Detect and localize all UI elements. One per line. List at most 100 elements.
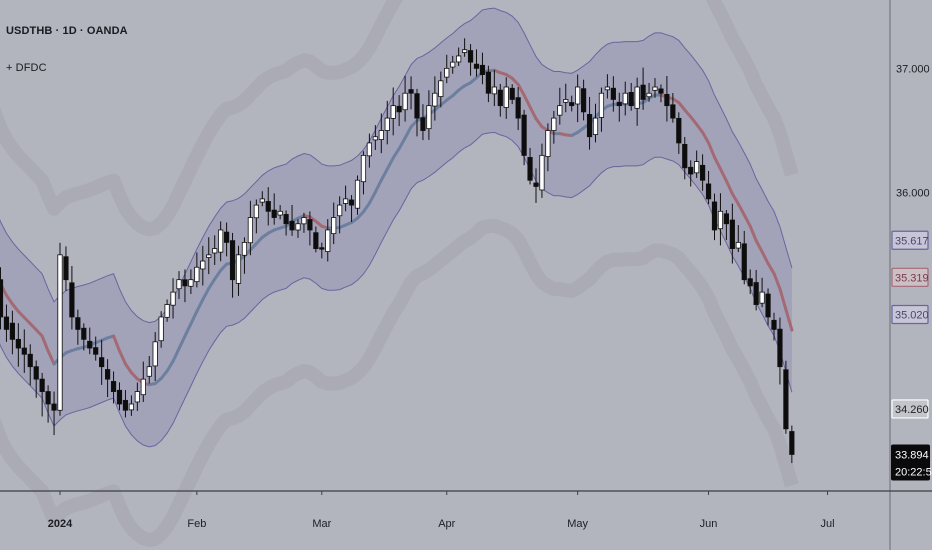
candle-body[interactable] (444, 67, 450, 78)
candle-body[interactable] (194, 266, 200, 283)
candle-body[interactable] (581, 88, 587, 113)
candle-body[interactable] (337, 204, 343, 217)
candle-body[interactable] (569, 102, 575, 107)
candle-body[interactable] (319, 247, 325, 250)
candle-body[interactable] (134, 391, 140, 403)
indicator-legend[interactable]: + DFDC (6, 62, 47, 74)
candle-body[interactable] (646, 92, 652, 98)
candle-body[interactable] (105, 369, 111, 380)
candle-body[interactable] (15, 338, 21, 349)
candle-body[interactable] (777, 328, 783, 368)
candle-body[interactable] (289, 220, 295, 231)
candle-body[interactable] (140, 378, 146, 396)
candle-body[interactable] (69, 282, 75, 318)
candle-body[interactable] (598, 92, 605, 118)
candle-body[interactable] (420, 117, 426, 131)
candle-body[interactable] (628, 92, 634, 107)
candle-body[interactable] (212, 248, 218, 254)
candle-body[interactable] (152, 341, 158, 367)
candle-body[interactable] (622, 92, 628, 105)
candle-body[interactable] (759, 291, 765, 304)
candle-body[interactable] (218, 229, 224, 253)
candle-body[interactable] (682, 143, 688, 169)
candle-body[interactable] (75, 317, 81, 330)
candle-body[interactable] (533, 182, 539, 187)
candle-body[interactable] (432, 92, 438, 107)
candle-body[interactable] (247, 217, 253, 244)
candle-body[interactable] (557, 105, 563, 116)
candle-body[interactable] (176, 279, 182, 290)
candle-body[interactable] (307, 219, 313, 231)
candle-body[interactable] (182, 279, 188, 287)
candle-body[interactable] (586, 114, 593, 138)
candle-body[interactable] (93, 347, 99, 355)
candle-body[interactable] (87, 340, 93, 349)
candle-body[interactable] (390, 105, 396, 119)
candle-body[interactable] (229, 240, 236, 281)
candle-body[interactable] (765, 293, 771, 318)
candle-body[interactable] (39, 378, 45, 392)
candle-body[interactable] (700, 164, 706, 181)
candle-body[interactable] (402, 92, 408, 111)
candle-body[interactable] (676, 117, 682, 144)
candle-body[interactable] (164, 304, 170, 318)
candle-body[interactable] (158, 316, 164, 342)
candle-body[interactable] (551, 117, 557, 131)
candle-body[interactable] (473, 63, 480, 69)
candle-body[interactable] (301, 217, 307, 225)
candle-body[interactable] (21, 347, 27, 355)
candle-body[interactable] (116, 389, 123, 405)
candle-body[interactable] (515, 97, 521, 119)
candle-body[interactable] (0, 279, 4, 318)
candle-body[interactable] (694, 161, 700, 174)
candle-body[interactable] (485, 71, 492, 94)
candle-body[interactable] (688, 166, 694, 175)
candle-body[interactable] (456, 55, 462, 63)
candle-body[interactable] (51, 403, 57, 411)
candle-body[interactable] (753, 282, 759, 305)
candle-body[interactable] (146, 366, 152, 377)
candle-body[interactable] (735, 241, 741, 249)
candle-body[interactable] (509, 87, 515, 100)
candle-body[interactable] (604, 86, 611, 91)
candle-body[interactable] (527, 157, 533, 181)
candle-body[interactable] (610, 87, 616, 100)
candle-body[interactable] (259, 198, 265, 203)
candle-body[interactable] (783, 369, 789, 430)
candle-body[interactable] (771, 319, 777, 330)
candle-body[interactable] (366, 142, 373, 157)
candle-body[interactable] (408, 89, 414, 94)
candle-body[interactable] (45, 391, 51, 405)
symbol-legend[interactable]: USDTHB · 1D · OANDA (6, 25, 128, 37)
candle-body[interactable] (539, 154, 545, 191)
candle-body[interactable] (670, 104, 676, 119)
candle-body[interactable] (128, 403, 134, 411)
candle-body[interactable] (342, 198, 349, 204)
candle-body[interactable] (265, 201, 271, 212)
candle-body[interactable] (616, 101, 622, 107)
candle-body[interactable] (450, 61, 456, 68)
candle-body[interactable] (57, 254, 63, 411)
candle-body[interactable] (241, 241, 248, 256)
candle-body[interactable] (63, 256, 69, 281)
candle-body[interactable] (378, 130, 384, 140)
candle-body[interactable] (729, 219, 735, 250)
candle-body[interactable] (33, 366, 39, 380)
candle-body[interactable] (27, 353, 33, 368)
candle-body[interactable] (479, 64, 486, 75)
candle-body[interactable] (396, 105, 402, 113)
candle-body[interactable] (467, 50, 474, 63)
candle-body[interactable] (170, 291, 176, 306)
candle-body[interactable] (741, 243, 747, 281)
candle-body[interactable] (348, 199, 355, 206)
candle-body[interactable] (711, 201, 718, 231)
candle-body[interactable] (723, 213, 730, 225)
candle-body[interactable] (384, 117, 390, 131)
candle-body[interactable] (325, 229, 331, 252)
candle-body[interactable] (277, 210, 283, 216)
candle-body[interactable] (188, 279, 194, 287)
candle-body[interactable] (592, 117, 599, 135)
candle-body[interactable] (271, 209, 277, 218)
candle-body[interactable] (491, 86, 497, 95)
